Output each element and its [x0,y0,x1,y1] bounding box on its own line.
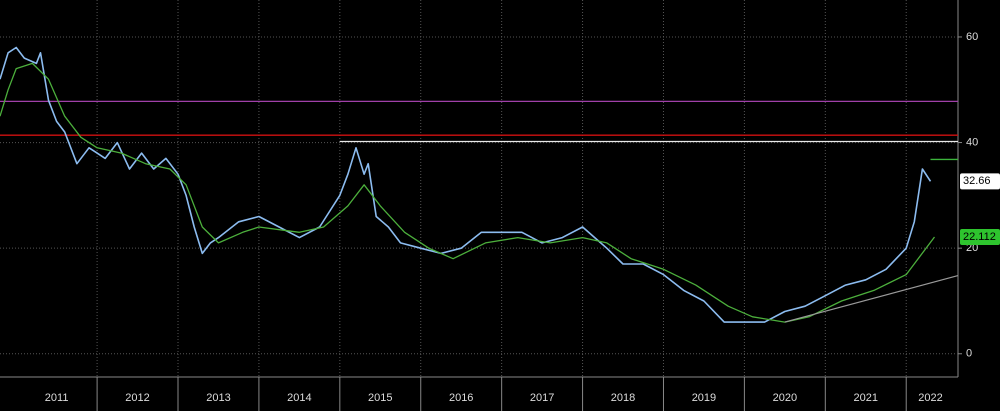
series-line [0,62,936,323]
x-tick-label: 2018 [611,392,635,404]
last-value-box [960,229,1000,246]
x-tick-label: 2012 [125,392,149,404]
x-tick-label: 2019 [692,392,716,404]
x-tick-label: 2011 [45,392,69,404]
x-tick-label: 2022 [918,392,942,404]
y-tick-label: 40 [966,136,978,148]
last-value-box [960,173,1000,190]
y-tick-label: 20 [966,242,978,254]
x-tick-label: 2020 [773,392,797,404]
last-value-label: 22.112 [963,231,996,243]
x-tick-label: 2013 [206,392,230,404]
x-tick-label: 2014 [287,392,311,404]
x-tick-label: 2017 [530,392,554,404]
x-tick-label: 2015 [368,392,392,404]
x-tick-label: 2016 [449,392,473,404]
y-tick-label: 60 [966,31,978,43]
last-value-label: 32.66 [963,175,991,187]
series-line [784,275,959,323]
y-tick-label: 0 [966,348,972,360]
series-line [0,46,932,323]
x-tick-label: 2021 [854,392,878,404]
